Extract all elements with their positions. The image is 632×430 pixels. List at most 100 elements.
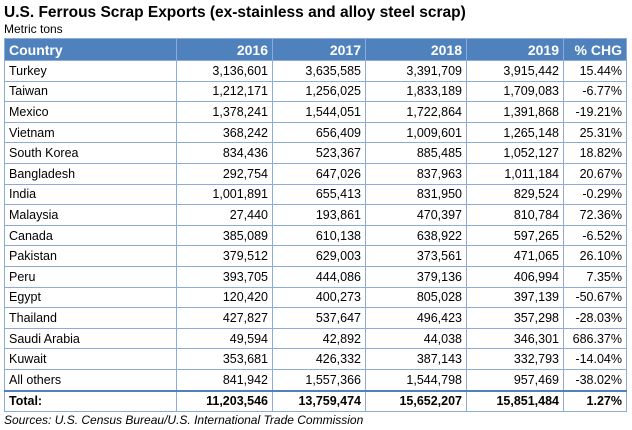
table-row: Malaysia 27,440 193,861 470,397 810,784 72.36… (4, 204, 627, 226)
country-cell: Turkey (4, 60, 177, 82)
country-cell: Peru (4, 265, 177, 288)
value-cell: 885,485 (365, 142, 467, 164)
value-cell: 805,028 (365, 286, 467, 309)
value-cell: 1,265,148 (466, 121, 564, 144)
header-row: Country 2016 2017 2018 2019% CHG (4, 38, 627, 61)
country-cell: Thailand (4, 307, 177, 329)
value-cell: 523,367 (272, 142, 366, 164)
subtitle: Metric tons (4, 22, 63, 36)
value-cell: 537,647 (272, 307, 366, 329)
value-cell: -14.04% (563, 348, 627, 370)
value-cell: 387,143 (365, 348, 467, 370)
value-cell: 346,301 (466, 327, 564, 350)
value-cell: 957,469 (466, 368, 564, 392)
value-cell: 27,440 (176, 204, 273, 226)
value-cell: 1,212,171 (176, 80, 273, 103)
table-row: All others 841,942 1,557,366 1,544,798 957,4… (4, 368, 627, 392)
value-cell: 426,332 (272, 348, 366, 370)
value-cell: 7.35% (563, 265, 627, 288)
table-row: Turkey 3,136,601 3,635,585 3,391,709 3,915,4… (4, 60, 627, 82)
value-cell: 397,139 (466, 286, 564, 309)
column-header: Country (4, 38, 177, 61)
value-cell: 3,391,709 (365, 60, 467, 82)
value-cell: 120,420 (176, 286, 273, 309)
value-cell: 49,594 (176, 327, 273, 350)
value-cell: -50.67% (563, 286, 627, 309)
value-cell: 837,963 (365, 162, 467, 185)
column-header: 2018 (365, 38, 467, 61)
table-row: Peru 393,705 444,086 379,136 406,994 7.35% (4, 265, 627, 288)
table-row: Mexico 1,378,241 1,544,051 1,722,864 1,391,8… (4, 101, 627, 123)
value-cell: 72.36% (563, 204, 627, 226)
value-cell: 656,409 (272, 121, 366, 144)
value-cell: 3,136,601 (176, 60, 273, 82)
country-cell: Taiwan (4, 80, 177, 103)
total-row: Total: 11,203,546 13,759,474 15,652,207 15,8… (4, 389, 627, 413)
country-cell: South Korea (4, 142, 177, 164)
table-row: India 1,001,891 655,413 831,950 829,524 -0.29… (4, 183, 627, 206)
total-cell: 1.27% (563, 389, 627, 413)
country-cell: All others (4, 368, 177, 392)
value-cell: 1,256,025 (272, 80, 366, 103)
value-cell: 406,994 (466, 265, 564, 288)
value-cell: -28.03% (563, 307, 627, 329)
value-cell: 26.10% (563, 245, 627, 267)
value-cell: 834,436 (176, 142, 273, 164)
value-cell: 496,423 (365, 307, 467, 329)
value-cell: 25.31% (563, 121, 627, 144)
value-cell: 471,065 (466, 245, 564, 267)
value-cell: 400,273 (272, 286, 366, 309)
value-cell: 3,915,442 (466, 60, 564, 82)
table-row: Bangladesh 292,754 647,026 837,963 1,011,184… (4, 162, 627, 185)
title: U.S. Ferrous Scrap Exports (ex-stainless… (4, 4, 466, 21)
value-cell: 1,557,366 (272, 368, 366, 392)
table-row: Taiwan 1,212,171 1,256,025 1,833,189 1,709,0… (4, 80, 627, 103)
value-cell: 841,942 (176, 368, 273, 392)
value-cell: 42,892 (272, 327, 366, 350)
value-cell: 1,833,189 (365, 80, 467, 103)
country-cell: Vietnam (4, 121, 177, 144)
value-cell: 1,722,864 (365, 101, 467, 123)
table-row: Canada 385,089 610,138 638,922 597,265 -6.52% (4, 224, 627, 247)
value-cell: 18.82% (563, 142, 627, 164)
total-cell: 13,759,474 (272, 389, 366, 413)
column-header: 2019 (466, 38, 564, 61)
country-cell: Malaysia (4, 204, 177, 226)
total-cell: 11,203,546 (176, 389, 273, 413)
value-cell: 193,861 (272, 204, 366, 226)
value-cell: 357,298 (466, 307, 564, 329)
table-row: Egypt 120,420 400,273 805,028 397,139 -50.67% (4, 286, 627, 309)
value-cell: 1,001,891 (176, 183, 273, 206)
table-body: Turkey 3,136,601 3,635,585 3,391,709 3,915,4… (4, 60, 627, 413)
value-cell: 1,009,601 (365, 121, 467, 144)
value-cell: 647,026 (272, 162, 366, 185)
country-cell: Mexico (4, 101, 177, 123)
value-cell: 379,136 (365, 265, 467, 288)
value-cell: 292,754 (176, 162, 273, 185)
value-cell: 831,950 (365, 183, 467, 206)
country-cell: Bangladesh (4, 162, 177, 185)
value-cell: 638,922 (365, 224, 467, 247)
value-cell: 379,512 (176, 245, 273, 267)
total-cell: 15,851,484 (466, 389, 564, 413)
value-cell: 20.67% (563, 162, 627, 185)
value-cell: 373,561 (365, 245, 467, 267)
value-cell: 1,709,083 (466, 80, 564, 103)
value-cell: 829,524 (466, 183, 564, 206)
total-cell: 15,652,207 (365, 389, 467, 413)
value-cell: 1,544,051 (272, 101, 366, 123)
column-header: 2016 (176, 38, 273, 61)
value-cell: 393,705 (176, 265, 273, 288)
value-cell: 655,413 (272, 183, 366, 206)
value-cell: 1,391,868 (466, 101, 564, 123)
value-cell: 332,793 (466, 348, 564, 370)
value-cell: -6.52% (563, 224, 627, 247)
value-cell: 629,003 (272, 245, 366, 267)
country-cell: India (4, 183, 177, 206)
table-row: Thailand 427,827 537,647 496,423 357,298 -28.… (4, 307, 627, 329)
country-cell: Egypt (4, 286, 177, 309)
value-cell: 1,052,127 (466, 142, 564, 164)
value-cell: 810,784 (466, 204, 564, 226)
table-row: Kuwait 353,681 426,332 387,143 332,793 -14.04… (4, 348, 627, 370)
